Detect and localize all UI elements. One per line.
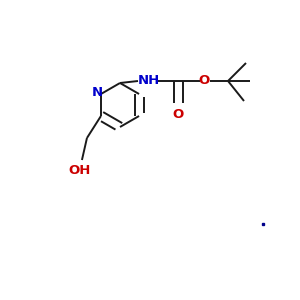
Text: OH: OH <box>69 164 91 176</box>
Text: NH: NH <box>138 74 160 86</box>
Text: O: O <box>198 74 210 86</box>
Text: N: N <box>92 85 103 98</box>
Text: O: O <box>172 107 184 121</box>
